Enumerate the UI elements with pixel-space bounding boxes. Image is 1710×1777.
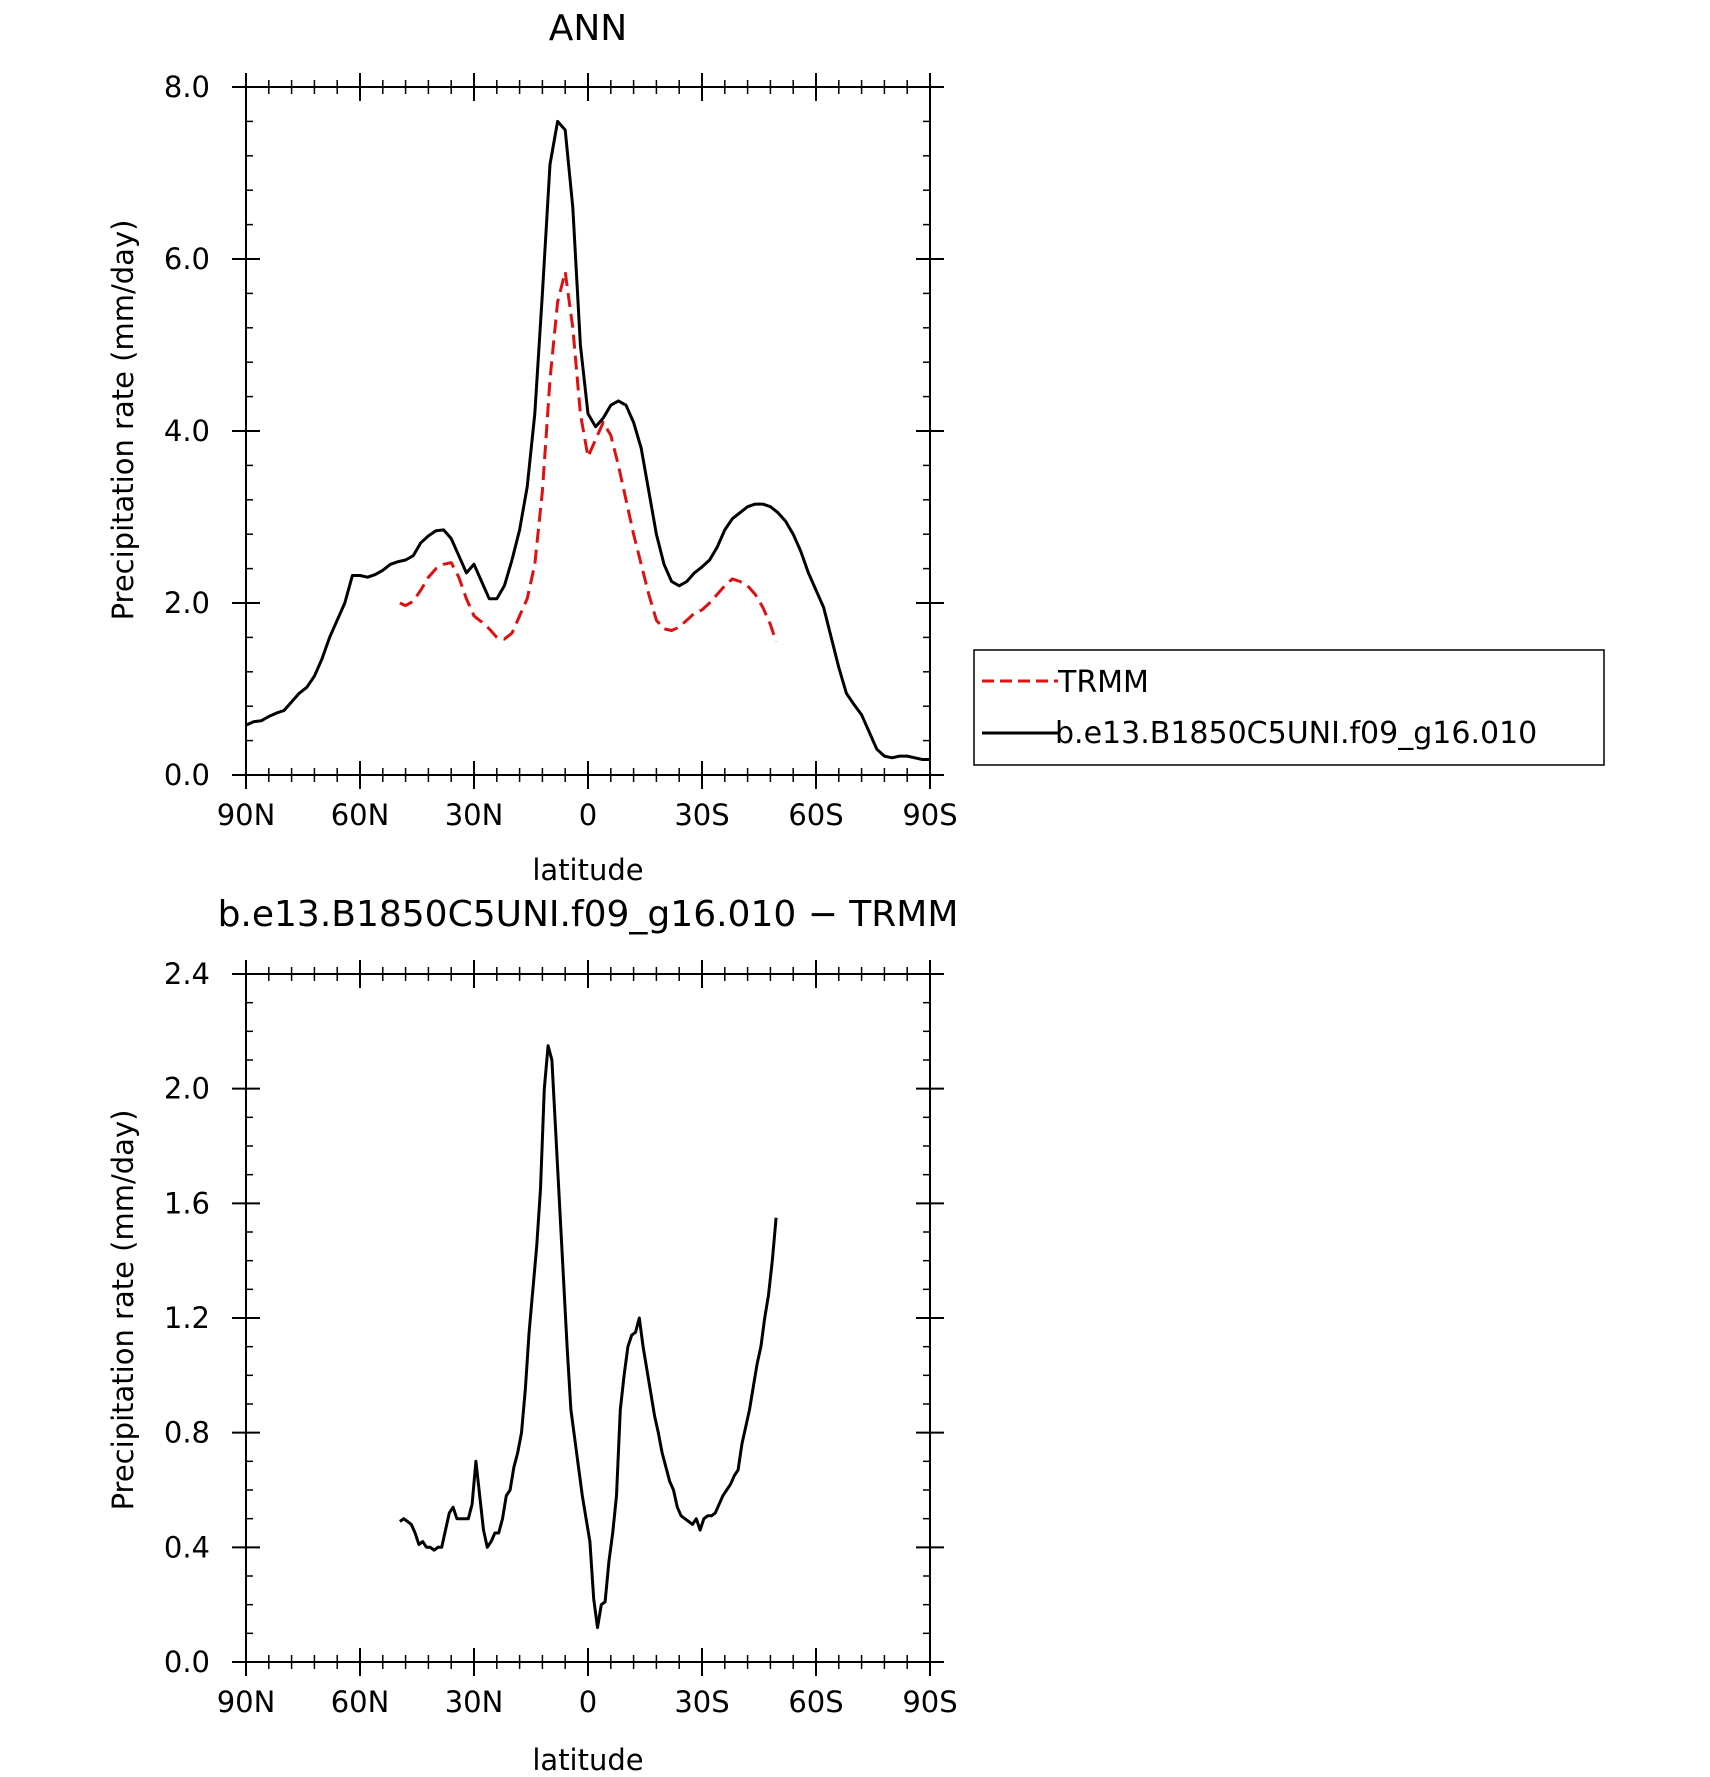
bottom-chart-ylabel: Precipitation rate (mm/day) bbox=[106, 1110, 140, 1511]
top-chart-x-tick-label: 0 bbox=[579, 798, 597, 832]
bottom-chart-y-tick-label: 2.0 bbox=[164, 1072, 210, 1106]
bottom-chart-y-tick-label: 1.2 bbox=[164, 1301, 210, 1335]
top-chart-xlabel: latitude bbox=[532, 853, 643, 887]
top-chart-y-tick-label: 0.0 bbox=[164, 758, 210, 792]
bottom-chart-frame bbox=[245, 973, 931, 1663]
bottom-chart-y-tick-label: 0.4 bbox=[164, 1530, 210, 1564]
legend-label-model: b.e13.B1850C5UNI.f09_g16.010 bbox=[1055, 716, 1537, 751]
top-chart-x-tick-label: 60N bbox=[331, 798, 390, 832]
bottom-chart-x-tick-label: 90N bbox=[217, 1685, 276, 1719]
bottom-chart-x-tick-label: 60N bbox=[331, 1685, 390, 1719]
top-chart-x-tick-label: 30S bbox=[674, 798, 729, 832]
bottom-chart-series-line-model bbox=[399, 1044, 778, 1630]
top-chart-y-tick-label: 6.0 bbox=[164, 242, 210, 276]
bottom-chart-title: b.e13.B1850C5UNI.f09_g16.010 − TRMM bbox=[218, 894, 959, 935]
top-chart-series-line-model bbox=[245, 119, 930, 761]
top-chart-y-tick-label: 4.0 bbox=[164, 414, 210, 448]
bottom-chart-x-tick-label: 90S bbox=[902, 1685, 957, 1719]
bottom-chart-y-tick-label: 2.4 bbox=[164, 957, 210, 991]
legend-box bbox=[973, 649, 1605, 766]
top-chart-x-tick-label: 90N bbox=[217, 798, 276, 832]
bottom-chart-x-tick-label: 0 bbox=[579, 1685, 597, 1719]
legend-label-trmm: TRMM bbox=[1057, 665, 1149, 700]
top-chart-y-tick-label: 8.0 bbox=[164, 70, 210, 104]
bottom-chart-panel: b.e13.B1850C5UNI.f09_g16.010 − TRMM Prec… bbox=[106, 894, 958, 1777]
top-chart-ylabel: Precipitation rate (mm/day) bbox=[106, 220, 140, 621]
top-chart-frame bbox=[245, 86, 931, 776]
bottom-chart-y-tick-label: 0.8 bbox=[164, 1416, 210, 1450]
top-chart-x-tick-label: 90S bbox=[902, 798, 957, 832]
bottom-chart-xlabel: latitude bbox=[532, 1743, 643, 1777]
bottom-chart-x-tick-label: 60S bbox=[788, 1685, 843, 1719]
top-chart-legend: TRMM b.e13.B1850C5UNI.f09_g16.010 bbox=[973, 649, 1605, 766]
top-chart-y-axis-label: Precipitation rate (mm/day) bbox=[106, 220, 140, 621]
top-chart-y-tick-label: 2.0 bbox=[164, 586, 210, 620]
bottom-chart-x-tick-label: 30N bbox=[445, 1685, 504, 1719]
bottom-chart-plot-area: 90N 60N 30N 0 30S 60S 90S 0.0 0.4 0.8 1.2 1.6 2.0 2.4 bbox=[164, 957, 958, 1719]
bottom-chart-x-tick-label: 30S bbox=[674, 1685, 729, 1719]
top-chart-series-line-trmm bbox=[399, 270, 778, 643]
bottom-chart-y-tick-label: 0.0 bbox=[164, 1645, 210, 1679]
top-chart-x-tick-label: 30N bbox=[445, 798, 504, 832]
top-chart-plot-area: 90N 60N 30N 0 30S 60S 90S 0.0 2.0 4.0 6.0 8.0 bbox=[164, 70, 958, 832]
top-chart-x-tick-label: 60S bbox=[788, 798, 843, 832]
top-chart-title: ANN bbox=[549, 8, 628, 49]
top-chart-panel: ANN Precipitation rate (mm/day) latitude bbox=[106, 8, 644, 887]
bottom-chart-y-tick-label: 1.6 bbox=[164, 1186, 210, 1220]
